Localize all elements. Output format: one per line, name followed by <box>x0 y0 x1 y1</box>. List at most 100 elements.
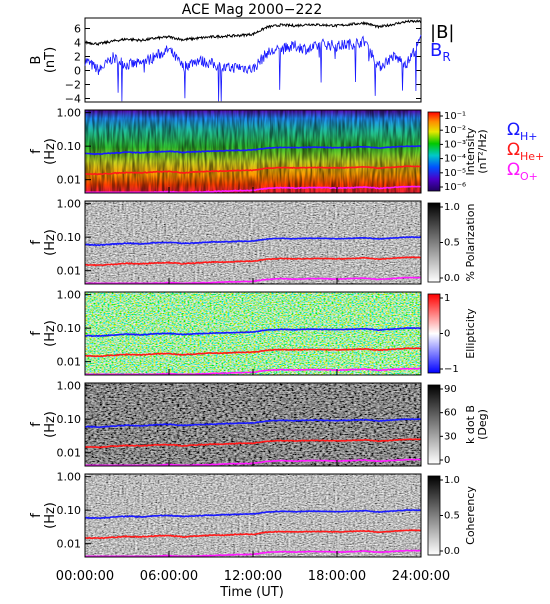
freq-axis-unit: (Hz) <box>43 229 58 256</box>
gyro-line-He-plus <box>85 347 422 358</box>
ellipticity-colorbar <box>427 293 441 374</box>
coherency-panel: 1.00 0.10 0.01 f (Hz) 1.0 0.5 0.0 Coherency <box>29 471 477 558</box>
coherency-colorbar <box>427 475 441 556</box>
freq-ytick-label: 1.00 <box>57 198 82 211</box>
gyro-line-He-plus <box>84 529 422 540</box>
intensity-colorbar-title: Intensity (nT²/Hz) <box>464 127 489 175</box>
wave-normal-panel: 1.00 0.10 0.01 f (Hz) 90 60 30 0 k dot B (Deg) <box>29 380 489 467</box>
colorbar-tick-label: 30 <box>444 431 457 442</box>
b-ytick-label: −4 <box>65 93 81 106</box>
b-panel-ylabel: B (nT) <box>29 47 58 73</box>
gyro-legend-symbol: Ω <box>507 120 520 140</box>
time-tick-label: 00:00:00 <box>56 569 114 584</box>
colorbar-tick-label: 10⁻⁵ <box>444 168 466 179</box>
colorbar-tick-label: 60 <box>444 408 457 419</box>
gyro-line-He-plus <box>84 438 422 449</box>
b-magnitude-series <box>84 19 422 46</box>
freq-ytick-label: 0.10 <box>57 322 82 335</box>
gyro-line-H-plus <box>85 509 422 520</box>
coherency-colorbar-title: Coherency <box>464 486 477 545</box>
legend-b-radial-sub: R <box>442 50 450 64</box>
freq-axis-label-group: f (Hz) <box>29 411 58 438</box>
polarization-colorbar <box>427 202 441 283</box>
polarization-panel: 1.00 0.10 0.01 f (Hz) 1.0 0.5 0.0 % Polarization <box>29 198 477 285</box>
ellipticity-colorbar-title: Ellipticity <box>464 308 477 359</box>
freq-axis-unit: (Hz) <box>43 138 58 165</box>
freq-ytick-label: 0.01 <box>57 538 82 551</box>
freq-axis-label-group: f (Hz) <box>29 229 58 256</box>
colorbar-tick-label: 10⁻² <box>444 125 466 136</box>
freq-axis-label: f <box>29 422 44 427</box>
gyro-legend-symbol: Ω <box>507 140 520 160</box>
time-tick-label: 12:00:00 <box>224 569 282 584</box>
time-axis-ticks: 00:00:00 06:00:00 12:00:00 18:00:00 24:00:00 <box>56 569 450 584</box>
freq-axis-label: f <box>29 513 44 518</box>
colorbar-tick-label: 10⁻⁶ <box>444 182 466 193</box>
colorbar-label: k dot B <box>464 405 477 444</box>
gyro-legend-subscript: O+ <box>520 170 538 183</box>
colorbar-tick-label: 0.0 <box>444 546 460 557</box>
legend-b-radial-main: B <box>430 40 442 61</box>
wave-normal-colorbar-title: k dot B (Deg) <box>464 405 489 444</box>
colorbar-tick-label: 0.0 <box>444 273 460 284</box>
freq-ytick-label: 1.00 <box>57 471 82 484</box>
colorbar-label: Intensity <box>464 127 477 175</box>
freq-ytick-label: 1.00 <box>57 107 82 120</box>
freq-axis-label-group: f (Hz) <box>29 502 58 529</box>
polarization-colorbar-title: % Polarization <box>464 204 477 282</box>
freq-axis-label: f <box>29 240 44 245</box>
freq-ytick-label: 0.01 <box>57 447 82 460</box>
gyro-line-H-plus <box>84 418 422 429</box>
freq-ytick-label: 1.00 <box>57 289 82 302</box>
freq-ytick-label: 0.10 <box>57 413 82 426</box>
time-axis-label: Time (UT) <box>219 585 284 600</box>
b-panel-series <box>84 19 422 102</box>
colorbar-unit: (Deg) <box>476 409 489 440</box>
colorbar-label: Ellipticity <box>464 308 477 359</box>
freq-ytick-label: 0.10 <box>57 504 82 517</box>
coherency-spectrogram <box>85 474 421 557</box>
gyro-line-He-plus <box>84 165 422 176</box>
freq-axis-label: f <box>29 149 44 154</box>
freq-axis-unit: (Hz) <box>43 502 58 529</box>
time-tick-label: 24:00:00 <box>392 569 450 584</box>
gyro-line-H-plus <box>85 235 422 247</box>
gyro-legend-item-2: ΩO+ <box>507 160 538 183</box>
colorbar-tick-label: 10⁻⁴ <box>444 154 466 165</box>
b-radial-series <box>84 34 422 102</box>
b-axis-unit: (nT) <box>43 47 58 73</box>
colorbar-tick-label: 10⁻¹ <box>444 111 466 122</box>
gyro-legend-subscript: He+ <box>520 150 544 163</box>
intensity-panel: 1.00 0.10 0.01 f (Hz) 10⁻¹ 10⁻² 10⁻³ 10⁻⁴ 10⁻⁵ 10⁻… <box>29 107 489 194</box>
freq-ytick-label: 0.10 <box>57 231 82 244</box>
freq-axis-unit: (Hz) <box>43 411 58 438</box>
freq-ytick-label: 0.01 <box>57 265 82 278</box>
freq-ytick-label: 0.10 <box>57 140 82 153</box>
gyro-legend-subscript: H+ <box>520 130 538 143</box>
freq-axis-label-group: f (Hz) <box>29 138 58 165</box>
ellipticity-panel: 1.00 0.10 0.01 f (Hz) 1 0 −1 Ellipticity <box>29 289 477 376</box>
colorbar-tick-label: 10⁻³ <box>444 139 466 150</box>
gyro-legend-symbol: Ω <box>507 160 520 180</box>
time-tick-label: 18:00:00 <box>308 569 366 584</box>
colorbar-tick-label: 1.0 <box>444 202 460 213</box>
colorbar-tick-label: 1.0 <box>444 475 460 486</box>
b-axis-label: B <box>29 56 44 65</box>
colorbar-tick-label: 0 <box>444 329 450 340</box>
legend-b-radial: BR <box>430 40 451 64</box>
freq-ytick-label: 1.00 <box>57 380 82 393</box>
time-tick-label: 06:00:00 <box>140 569 198 584</box>
b-panel-frame <box>84 17 422 103</box>
b-ytick-label: 6 <box>74 23 81 36</box>
polarization-spectrogram <box>85 201 421 284</box>
freq-axis-label-group: f (Hz) <box>29 320 58 347</box>
colorbar-unit: (nT²/Hz) <box>476 129 489 173</box>
gyro-line-H-plus <box>84 327 422 338</box>
gyro-line-H-plus <box>84 145 422 156</box>
colorbar-label: Coherency <box>464 486 477 545</box>
wave-normal-spectrogram <box>85 383 421 466</box>
colorbar-tick-label: 0.5 <box>444 511 460 522</box>
intensity-colorbar <box>427 111 441 192</box>
